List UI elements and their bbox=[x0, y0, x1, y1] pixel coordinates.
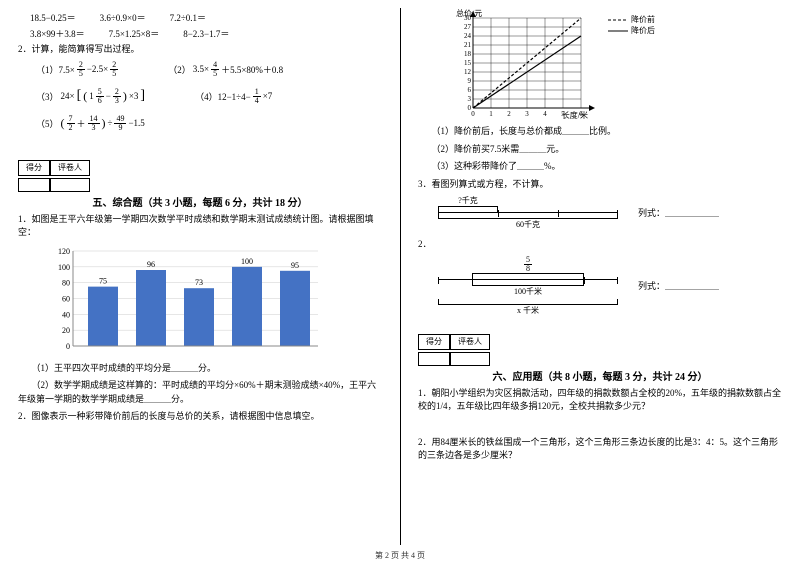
calc-5: 7.5×1.25×8＝ bbox=[109, 27, 160, 40]
q2-label: 2．计算，能简算得写出过程。 bbox=[18, 43, 382, 57]
diag2-eq: 列式：＿＿＿＿＿＿ bbox=[638, 279, 719, 292]
svg-text:20: 20 bbox=[62, 326, 70, 335]
svg-text:4: 4 bbox=[543, 110, 547, 118]
eq1: （1）7.5× 25 −2.5× 25 bbox=[36, 61, 118, 78]
svg-text:100: 100 bbox=[241, 256, 253, 265]
grader-label-6: 评卷人 bbox=[450, 334, 490, 350]
grader-label: 评卷人 bbox=[50, 160, 90, 176]
svg-text:24: 24 bbox=[464, 32, 472, 40]
eq5: （5） ( 72 ＋ 143 ) ÷ 499 −1.5 bbox=[36, 115, 382, 132]
q5-2: 2．图像表示一种彩带降价前后的长度与总价的关系，请根据图中信息填空。 bbox=[18, 410, 382, 424]
calc-row-1: 18.5−0.25＝ 3.6÷0.9×0＝ 7.2÷0.1＝ bbox=[30, 11, 382, 24]
section-5-title: 五、综合题（共 3 小题，每题 6 分，共计 18 分） bbox=[18, 194, 382, 209]
svg-text:3: 3 bbox=[468, 95, 472, 103]
line-chart: 0123456 036912151821242730 总价/元 长度/米 bbox=[448, 8, 608, 125]
r1: （1）降价前后，长度与总价都成＿＿＿比例。 bbox=[418, 125, 782, 139]
q6-1: 1．朝阳小学组织为灾区捐款活动，四年级的捐款数额占全校的20%，五年级的捐款数额… bbox=[418, 387, 782, 414]
diagram-1: ?千克 60千克 列式：＿＿＿＿＿＿ bbox=[438, 195, 782, 230]
q5-1a: （1）王平四次平时成绩的平均分是＿＿＿分。 bbox=[18, 362, 382, 376]
svg-text:18: 18 bbox=[464, 50, 472, 58]
svg-text:120: 120 bbox=[58, 247, 70, 256]
left-column: 18.5−0.25＝ 3.6÷0.9×0＝ 7.2÷0.1＝ 3.8×99＋3.… bbox=[0, 0, 400, 545]
diag1-eq: 列式：＿＿＿＿＿＿ bbox=[638, 206, 719, 219]
right-column: 0123456 036912151821242730 总价/元 长度/米 降价前… bbox=[400, 0, 800, 545]
svg-text:75: 75 bbox=[99, 276, 107, 285]
section-6-title: 六、应用题（共 8 小题，每题 3 分，共计 24 分） bbox=[418, 368, 782, 383]
score-row-5: 得分 评卷人 bbox=[18, 160, 382, 176]
diagram-2: 58 100千米 x 千米 列式：＿＿＿＿＿＿ bbox=[438, 256, 782, 316]
r3: （3）这种彩带降价了＿＿＿%。 bbox=[418, 160, 782, 174]
q5-1b: （2）数学学期成绩是这样算的：平时成绩的平均分×60%＋期末测验成绩×40%，王… bbox=[18, 379, 382, 406]
svg-text:27: 27 bbox=[464, 23, 472, 31]
q5-1: 1．如图是王平六年级第一学期四次数学平时成绩和数学期末测试成绩统计图。请根据图填… bbox=[18, 213, 382, 240]
eq3: （3） 24× [ ( 1 56 − 23 ) ×3 ] bbox=[36, 88, 145, 105]
svg-text:0: 0 bbox=[471, 110, 475, 118]
q6-2: 2．用84厘米长的铁丝围成一个三角形，这个三角形三条边长度的比是3：4：5。这个… bbox=[418, 436, 782, 463]
xlabel-text: 长度/米 bbox=[562, 110, 588, 120]
svg-text:0: 0 bbox=[66, 342, 70, 351]
legend: 降价前 降价后 bbox=[608, 14, 655, 125]
column-divider bbox=[400, 8, 401, 545]
bar-chart: 0 20 40 60 80 100 120 75 96 73 100 95 bbox=[48, 246, 328, 356]
ylabel-text: 总价/元 bbox=[456, 8, 482, 18]
svg-text:1: 1 bbox=[489, 110, 493, 118]
calc-6: 8−2.3−1.7＝ bbox=[183, 27, 229, 40]
calc-4: 3.8×99＋3.8＝ bbox=[30, 27, 85, 40]
svg-text:0: 0 bbox=[468, 104, 472, 112]
calc-2: 3.6÷0.9×0＝ bbox=[100, 11, 146, 24]
svg-text:96: 96 bbox=[147, 260, 155, 269]
eq4: （4）12−1÷4− 14 ×7 bbox=[195, 88, 272, 105]
score-label-6: 得分 bbox=[418, 334, 450, 350]
q3: 3．看图列算式或方程，不计算。 bbox=[418, 178, 782, 192]
svg-text:80: 80 bbox=[62, 278, 70, 287]
svg-text:2: 2 bbox=[507, 110, 511, 118]
svg-text:95: 95 bbox=[291, 260, 299, 269]
q3-2: 2． bbox=[418, 238, 782, 252]
calc-row-2: 3.8×99＋3.8＝ 7.5×1.25×8＝ 8−2.3−1.7＝ bbox=[30, 27, 382, 40]
svg-text:15: 15 bbox=[464, 59, 472, 67]
svg-text:12: 12 bbox=[464, 68, 472, 76]
svg-text:6: 6 bbox=[468, 86, 472, 94]
svg-text:3: 3 bbox=[525, 110, 529, 118]
score-row-6: 得分 评卷人 bbox=[418, 334, 782, 350]
svg-text:21: 21 bbox=[464, 41, 472, 49]
svg-text:40: 40 bbox=[62, 310, 70, 319]
r2: （2）降价前买7.5米需＿＿＿元。 bbox=[418, 143, 782, 157]
score-label: 得分 bbox=[18, 160, 50, 176]
svg-text:9: 9 bbox=[468, 77, 472, 85]
svg-text:100: 100 bbox=[58, 262, 70, 271]
calc-3: 7.2÷0.1＝ bbox=[170, 11, 206, 24]
svg-text:73: 73 bbox=[195, 278, 203, 287]
svg-text:60: 60 bbox=[62, 294, 70, 303]
calc-1: 18.5−0.25＝ bbox=[30, 11, 76, 24]
page-footer: 第 2 页 共 4 页 bbox=[0, 550, 800, 561]
eq2: （2） 3.5× 45 ＋5.5×80%＋0.8 bbox=[168, 61, 283, 78]
